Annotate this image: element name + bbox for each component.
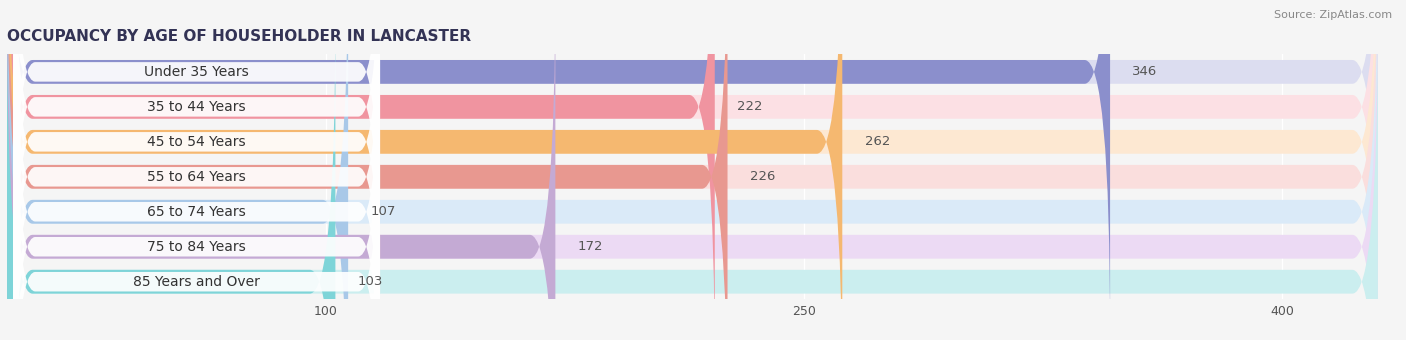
Text: 107: 107 xyxy=(370,205,396,218)
FancyBboxPatch shape xyxy=(14,54,380,340)
FancyBboxPatch shape xyxy=(14,0,380,340)
Text: 45 to 54 Years: 45 to 54 Years xyxy=(148,135,246,149)
Text: 262: 262 xyxy=(865,135,890,148)
FancyBboxPatch shape xyxy=(14,19,380,340)
Text: 55 to 64 Years: 55 to 64 Years xyxy=(148,170,246,184)
FancyBboxPatch shape xyxy=(7,14,1378,340)
Text: 226: 226 xyxy=(749,170,775,183)
Text: Under 35 Years: Under 35 Years xyxy=(145,65,249,79)
FancyBboxPatch shape xyxy=(7,0,1111,340)
Text: 35 to 44 Years: 35 to 44 Years xyxy=(148,100,246,114)
Text: 85 Years and Over: 85 Years and Over xyxy=(134,275,260,289)
FancyBboxPatch shape xyxy=(7,0,842,340)
FancyBboxPatch shape xyxy=(7,0,727,340)
FancyBboxPatch shape xyxy=(14,0,380,340)
Text: 75 to 84 Years: 75 to 84 Years xyxy=(148,240,246,254)
FancyBboxPatch shape xyxy=(14,0,380,300)
FancyBboxPatch shape xyxy=(14,0,380,335)
Text: 222: 222 xyxy=(737,100,762,113)
FancyBboxPatch shape xyxy=(14,0,380,340)
Text: 103: 103 xyxy=(357,275,382,288)
FancyBboxPatch shape xyxy=(7,0,1378,340)
FancyBboxPatch shape xyxy=(7,14,336,340)
FancyBboxPatch shape xyxy=(7,0,1378,340)
FancyBboxPatch shape xyxy=(7,0,1378,340)
FancyBboxPatch shape xyxy=(7,0,349,340)
Text: Source: ZipAtlas.com: Source: ZipAtlas.com xyxy=(1274,10,1392,20)
FancyBboxPatch shape xyxy=(7,0,714,340)
Text: 172: 172 xyxy=(578,240,603,253)
FancyBboxPatch shape xyxy=(7,0,1378,340)
FancyBboxPatch shape xyxy=(7,0,1378,340)
FancyBboxPatch shape xyxy=(7,0,1378,340)
Text: OCCUPANCY BY AGE OF HOUSEHOLDER IN LANCASTER: OCCUPANCY BY AGE OF HOUSEHOLDER IN LANCA… xyxy=(7,29,471,44)
Text: 346: 346 xyxy=(1132,65,1157,79)
FancyBboxPatch shape xyxy=(7,0,555,340)
Text: 65 to 74 Years: 65 to 74 Years xyxy=(148,205,246,219)
